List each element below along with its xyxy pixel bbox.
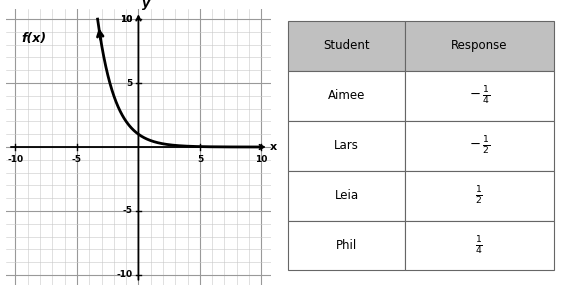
Text: -10: -10 [7, 155, 24, 164]
Text: 10: 10 [120, 15, 132, 24]
Text: 5: 5 [126, 78, 132, 88]
Bar [288, 71, 405, 121]
Bar [405, 21, 554, 71]
Bar [288, 220, 405, 270]
Text: Aimee: Aimee [328, 89, 365, 102]
Text: 10: 10 [255, 155, 268, 164]
Text: x: x [270, 142, 277, 152]
Bar [288, 171, 405, 220]
Text: Student: Student [323, 39, 370, 52]
Text: Phil: Phil [336, 239, 357, 252]
Text: 10: 10 [120, 15, 132, 24]
Text: -5: -5 [72, 155, 82, 164]
Bar [288, 21, 405, 71]
Bar [405, 171, 554, 220]
Bar [405, 220, 554, 270]
Text: f(x): f(x) [21, 32, 47, 45]
Text: $\frac{1}{4}$: $\frac{1}{4}$ [475, 234, 483, 257]
Text: 5: 5 [197, 155, 203, 164]
Text: $-\,\frac{1}{4}$: $-\,\frac{1}{4}$ [469, 84, 490, 107]
Text: $-\,\frac{1}{2}$: $-\,\frac{1}{2}$ [469, 134, 490, 157]
Text: $\frac{1}{2}$: $\frac{1}{2}$ [475, 184, 483, 207]
Bar [405, 121, 554, 171]
Text: -5: -5 [122, 206, 132, 216]
Text: Lars: Lars [334, 139, 359, 152]
Bar [405, 71, 554, 121]
Text: Leia: Leia [334, 189, 359, 202]
Text: y: y [142, 0, 150, 10]
Text: Response: Response [451, 39, 507, 52]
Text: -10: -10 [116, 270, 132, 279]
Bar [288, 121, 405, 171]
